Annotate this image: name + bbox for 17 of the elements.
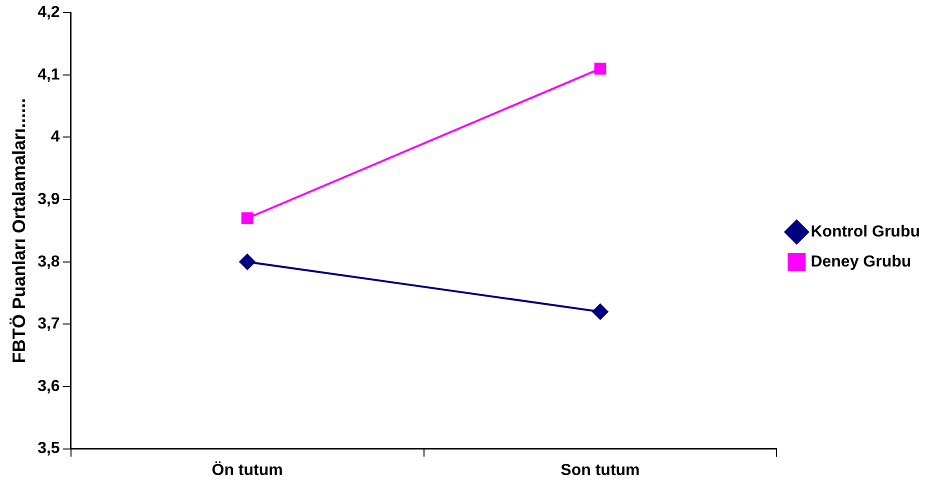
point [241, 212, 254, 224]
y-tick-label: 4,2 [38, 4, 60, 22]
point [594, 62, 606, 75]
point [239, 254, 256, 270]
y-axis-title: FBTÖ Puanları Ortalamaları...... [8, 98, 29, 364]
y-tick-label: 3,6 [38, 378, 60, 395]
y-tick-label: 3,7 [38, 316, 60, 333]
y-tick-label: 4,1 [38, 66, 60, 84]
x-tick-label: Ön tutum [212, 460, 283, 479]
y-tick-label: 3,8 [38, 253, 60, 270]
point [592, 304, 608, 320]
legend-label: Kontrol Grubu [810, 223, 920, 240]
y-tick-label: 3,9 [38, 190, 60, 208]
y-tick-label: 3,5 [38, 440, 60, 458]
x-tick-label: Son tutum [560, 462, 640, 479]
legend-label: Deney Grubu [810, 253, 912, 270]
y-tick-label: 4 [50, 128, 60, 146]
